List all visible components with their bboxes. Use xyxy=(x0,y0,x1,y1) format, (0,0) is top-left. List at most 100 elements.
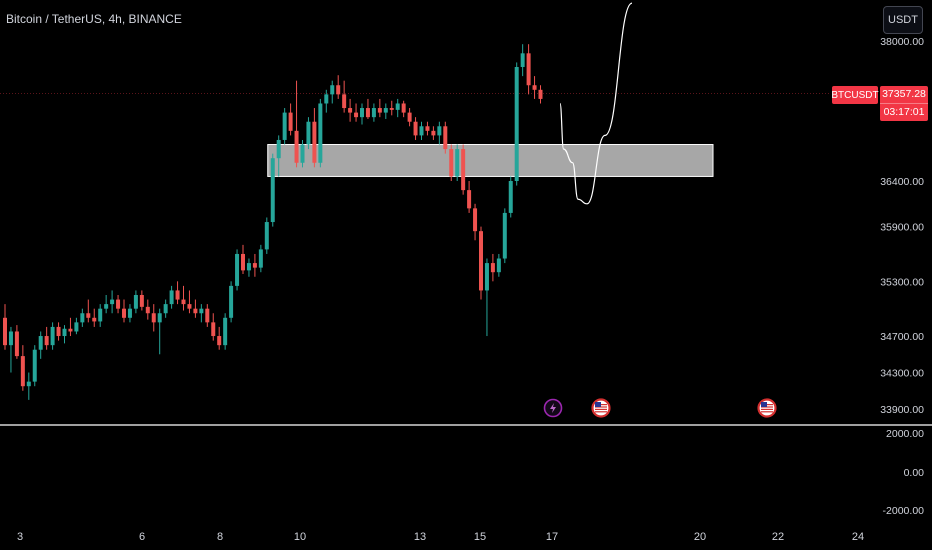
candle xyxy=(360,103,364,125)
candle xyxy=(157,308,162,355)
candle xyxy=(26,372,31,400)
candle xyxy=(229,281,234,323)
candle xyxy=(449,144,454,181)
candle xyxy=(252,253,257,277)
candle xyxy=(139,290,144,311)
x-tick-label: 6 xyxy=(139,531,145,543)
y-tick-label: 38000.00 xyxy=(880,36,924,48)
candle xyxy=(235,249,240,291)
candle xyxy=(151,304,156,332)
candle xyxy=(241,244,245,275)
candle xyxy=(20,345,25,391)
us-flag-icon[interactable] xyxy=(757,398,777,418)
current-price: 37357.28 xyxy=(882,88,926,100)
candle xyxy=(62,325,67,344)
us-flag-icon[interactable] xyxy=(591,398,611,418)
candle xyxy=(425,121,430,136)
candle xyxy=(467,181,472,213)
candle xyxy=(145,299,150,320)
candle xyxy=(508,176,513,218)
candle xyxy=(264,217,269,254)
candle xyxy=(330,80,335,104)
lightning-icon[interactable] xyxy=(543,398,563,418)
symbol-price-tag: BTCUSDT xyxy=(831,86,879,104)
candle xyxy=(44,326,49,350)
candle xyxy=(32,345,37,387)
candle xyxy=(98,304,103,327)
candle xyxy=(86,299,91,323)
candle xyxy=(133,290,138,314)
candle xyxy=(175,281,180,305)
x-tick-label: 13 xyxy=(414,531,426,543)
candle xyxy=(193,299,198,318)
x-tick-label: 17 xyxy=(546,531,558,543)
candle xyxy=(342,80,347,113)
candle xyxy=(104,295,109,314)
candle xyxy=(514,62,519,186)
candle xyxy=(246,258,251,277)
candle xyxy=(50,322,55,350)
candle xyxy=(407,108,412,127)
current-price-box: 37357.28 03:17:01 xyxy=(880,86,928,121)
candle xyxy=(258,244,263,273)
candle xyxy=(413,117,418,140)
candle xyxy=(199,304,204,323)
candle xyxy=(169,285,174,309)
candle xyxy=(538,85,543,104)
indicator-tick-label: -2000.00 xyxy=(883,505,925,517)
candle xyxy=(306,117,311,150)
candle xyxy=(473,203,478,241)
candle xyxy=(80,308,85,327)
supply-demand-zone[interactable] xyxy=(267,144,714,177)
y-tick-label: 34300.00 xyxy=(880,368,924,380)
candle xyxy=(110,290,115,314)
candle xyxy=(68,317,73,337)
candle xyxy=(401,100,406,118)
candle xyxy=(324,89,329,113)
candle xyxy=(520,44,525,77)
candle xyxy=(461,144,466,195)
candle xyxy=(365,98,370,119)
candle xyxy=(377,98,382,118)
x-tick-label: 15 xyxy=(474,531,486,543)
candle xyxy=(294,80,299,168)
candle xyxy=(223,313,228,350)
y-tick-label: 34700.00 xyxy=(880,331,924,343)
candle xyxy=(282,108,287,145)
candle xyxy=(336,75,341,99)
candle xyxy=(181,285,186,311)
candle xyxy=(38,331,43,359)
candle xyxy=(92,308,97,327)
candle xyxy=(354,103,359,122)
x-tick-label: 24 xyxy=(852,531,864,543)
candle xyxy=(455,144,460,181)
x-tick-label: 10 xyxy=(294,531,306,543)
currency-button[interactable]: USDT xyxy=(883,6,923,34)
x-tick-label: 3 xyxy=(17,531,23,543)
candle xyxy=(389,100,394,116)
candle xyxy=(163,299,168,318)
projection-path[interactable] xyxy=(559,2,633,205)
candle xyxy=(56,322,61,341)
candle xyxy=(318,98,323,168)
candle xyxy=(437,121,442,145)
candle xyxy=(484,258,489,337)
candle xyxy=(371,103,376,122)
y-tick-label: 33900.00 xyxy=(880,404,924,416)
candle xyxy=(3,304,7,350)
candle xyxy=(502,208,507,264)
candle xyxy=(217,326,222,350)
indicator-tick-label: 2000.00 xyxy=(886,428,924,440)
x-tick-label: 20 xyxy=(694,531,706,543)
candle xyxy=(419,121,424,140)
candle xyxy=(127,304,132,323)
candle xyxy=(270,153,275,227)
y-tick-label: 35300.00 xyxy=(880,276,924,288)
indicator-tick-label: 0.00 xyxy=(904,467,925,479)
candle xyxy=(276,135,281,177)
candle xyxy=(490,253,495,282)
candle xyxy=(526,44,531,95)
candle xyxy=(312,108,317,168)
candle xyxy=(122,299,126,323)
